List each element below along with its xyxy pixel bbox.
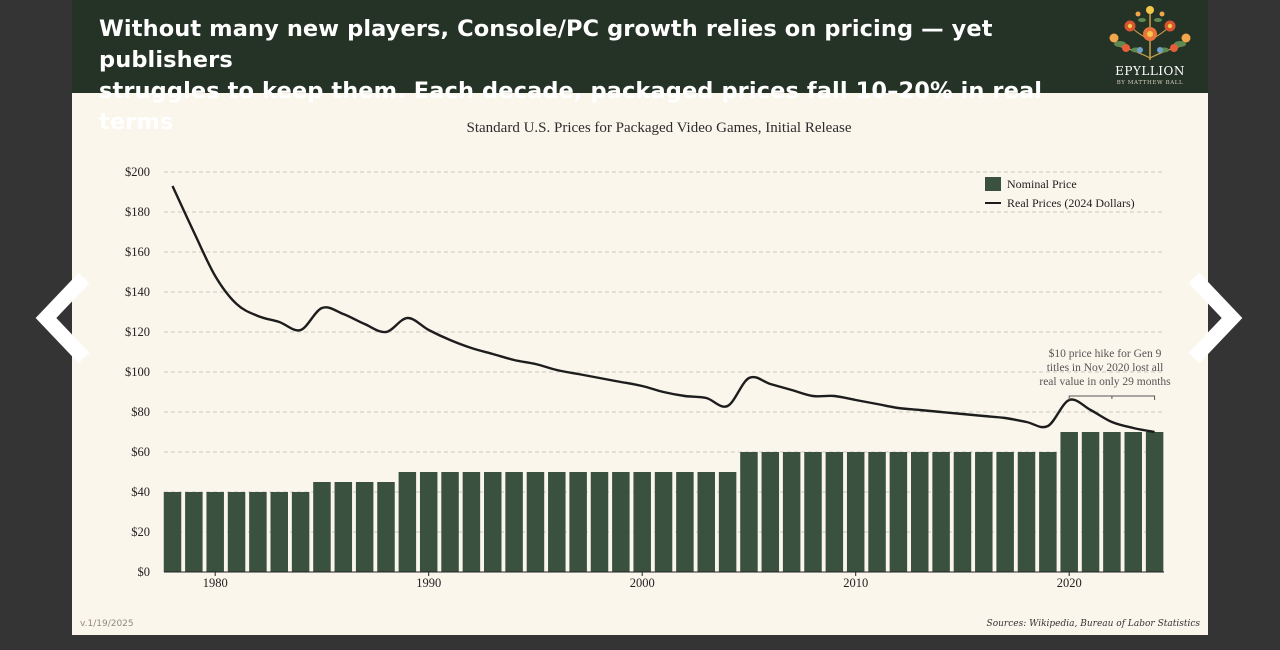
headline: Without many new players, Console/PC gro… — [99, 14, 1099, 138]
nominal-price-bar — [590, 472, 609, 572]
annotation-line-1: $10 price hike for Gen 9 — [1049, 347, 1162, 360]
nominal-price-bar — [185, 492, 203, 572]
legend-label-nominal: Nominal Price — [1007, 177, 1077, 191]
legend: Nominal Price Real Prices (2024 Dollars) — [985, 177, 1135, 210]
nominal-price-bar — [462, 472, 481, 572]
real-price-line — [171, 185, 1155, 434]
chevron-left-icon — [35, 272, 90, 364]
next-slide-button[interactable] — [1184, 270, 1244, 366]
nominal-price-bar — [804, 452, 822, 572]
y-tick-label: $60 — [131, 445, 150, 459]
x-tick-label: 2010 — [843, 576, 868, 590]
chart-title: Standard U.S. Prices for Packaged Video … — [467, 120, 852, 136]
y-tick-label: $140 — [125, 285, 150, 299]
header-banner: Without many new players, Console/PC gro… — [72, 0, 1208, 135]
chevron-right-icon — [1188, 272, 1243, 364]
y-tick-label: $100 — [125, 365, 150, 379]
nominal-price-bar — [932, 452, 950, 572]
y-tick-label: $80 — [131, 405, 150, 419]
y-tick-label: $40 — [131, 485, 150, 499]
y-tick-label: $120 — [125, 325, 150, 339]
headline-line-1: Without many new players, Console/PC gro… — [99, 16, 993, 73]
nominal-price-bar — [334, 482, 353, 572]
nominal-price-bar — [249, 492, 267, 572]
nominal-price-bar — [441, 472, 459, 572]
nominal-price-bar — [526, 472, 545, 572]
y-tick-label: $180 — [125, 205, 150, 219]
sources-label: Sources: Wikipedia, Bureau of Labor Stat… — [986, 619, 1200, 629]
nominal-price-bar — [270, 492, 288, 572]
nominal-price-bar — [377, 482, 395, 572]
nominal-price-bar — [718, 472, 737, 572]
headline-line-2: struggles to keep them. Each decade, pac… — [99, 78, 1043, 135]
nominal-price-bar — [996, 452, 1014, 572]
nominal-price-bar — [953, 452, 972, 572]
nominal-price-bar — [633, 472, 651, 572]
nominal-price-bars — [163, 432, 1164, 572]
nominal-price-bar — [825, 452, 844, 572]
y-tick-label: $200 — [125, 165, 150, 179]
x-tick-label: 1990 — [416, 576, 441, 590]
annotation-line-2: titles in Nov 2020 lost all — [1047, 362, 1164, 374]
nominal-price-bar — [505, 472, 523, 572]
y-axis: $0 $20 $40 $60 $80 $100 $120 $140 $160 $180 $200 — [125, 165, 150, 579]
nominal-price-bar — [313, 482, 331, 572]
legend-swatch-nominal — [985, 177, 1001, 191]
x-tick-label: 2020 — [1057, 576, 1082, 590]
nominal-price-bar — [740, 452, 758, 572]
nominal-price-bar — [355, 482, 374, 572]
floral-emblem-icon — [1109, 6, 1191, 60]
nominal-price-bar — [889, 452, 908, 572]
nominal-price-bar — [1039, 452, 1057, 572]
y-tick-label: $0 — [138, 565, 151, 579]
x-tick-label: 2000 — [630, 576, 655, 590]
nominal-price-bar — [419, 472, 438, 572]
slide: Without many new players, Console/PC gro… — [72, 0, 1208, 635]
logo-byline: BY MATTHEW BALL — [1116, 80, 1184, 86]
x-axis: 1980 1990 2000 2010 2020 — [203, 572, 1082, 590]
nominal-price-bar — [612, 472, 630, 572]
nominal-price-bar — [911, 452, 929, 572]
x-tick-label: 1980 — [203, 576, 228, 590]
y-tick-label: $160 — [125, 245, 150, 259]
version-label: v.1/19/2025 — [80, 619, 134, 629]
annotation-bracket — [1068, 395, 1156, 400]
price-chart: Standard U.S. Prices for Packaged Video … — [125, 120, 1171, 590]
nominal-price-bar — [676, 472, 694, 572]
nominal-price-bar — [1124, 432, 1142, 572]
legend-label-real: Real Prices (2024 Dollars) — [1007, 196, 1135, 210]
nominal-price-bar — [868, 452, 886, 572]
nominal-price-bar — [846, 452, 865, 572]
nominal-price-bar — [163, 492, 182, 572]
nominal-price-bar — [484, 472, 502, 572]
nominal-price-bar — [654, 472, 673, 572]
logo-name: EPYLLION — [1115, 64, 1185, 78]
nominal-price-bar — [1081, 432, 1100, 572]
nominal-price-bar — [206, 492, 224, 572]
nominal-price-bar — [569, 472, 587, 572]
real-price-line-group — [171, 185, 1155, 434]
nominal-price-bar — [291, 492, 310, 572]
annotation-line-3: real value in only 29 months — [1039, 376, 1171, 388]
nominal-price-bar — [548, 472, 566, 572]
nominal-price-bar — [1145, 432, 1164, 572]
nominal-price-bar — [975, 452, 993, 572]
nominal-price-bar — [697, 472, 715, 572]
nominal-price-bar — [1060, 432, 1078, 572]
y-tick-label: $20 — [131, 525, 150, 539]
nominal-price-bar — [398, 472, 417, 572]
nominal-price-bar — [1103, 432, 1121, 572]
nominal-price-bar — [761, 452, 780, 572]
nominal-price-bar — [227, 492, 246, 572]
previous-slide-button[interactable] — [34, 270, 94, 366]
epyllion-logo: EPYLLION BY MATTHEW BALL — [1098, 0, 1202, 93]
nominal-price-bar — [782, 452, 801, 572]
nominal-price-bar — [1017, 452, 1036, 572]
price-hike-annotation: $10 price hike for Gen 9 titles in Nov 2… — [1039, 347, 1171, 400]
